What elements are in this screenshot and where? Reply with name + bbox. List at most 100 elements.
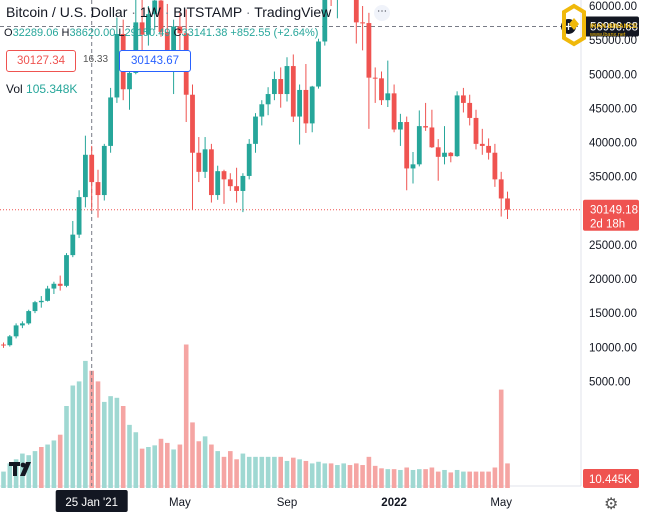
- volume-bar: [278, 456, 283, 488]
- volume-bar: [328, 463, 334, 488]
- volume-bar: [354, 463, 359, 488]
- more-options-icon[interactable]: ⋯: [374, 5, 390, 21]
- low-key: L: [118, 27, 125, 39]
- candle-body: [164, 31, 170, 65]
- candle-body: [435, 147, 441, 157]
- volume-bar: [335, 465, 340, 488]
- volume-bar: [57, 434, 63, 488]
- volume-bar: [341, 463, 346, 488]
- candle-body: [385, 93, 391, 101]
- volume-bar: [221, 456, 227, 488]
- candle-body: [114, 33, 120, 98]
- candle-body: [190, 94, 195, 153]
- tv-logo-wedge: [20, 462, 31, 476]
- volume-bar: [272, 456, 277, 488]
- y-tick-label: 10000.00: [589, 342, 637, 354]
- candle-body: [20, 323, 25, 326]
- volume-bar: [467, 471, 472, 488]
- candle-body: [448, 152, 454, 157]
- volume-bar: [234, 459, 239, 488]
- title-separator: ·: [245, 4, 251, 20]
- volume-bar: [120, 406, 126, 488]
- volume-bar: [316, 461, 321, 488]
- tv-logo-dot: [20, 462, 26, 468]
- sell-button[interactable]: 30127.34: [6, 50, 76, 72]
- volume-bar: [360, 465, 365, 488]
- volume-bar: [435, 471, 441, 488]
- volume-bar: [385, 469, 391, 488]
- volume-axis-box: [583, 469, 639, 488]
- candle-body: [70, 234, 76, 256]
- volume-bar: [442, 469, 447, 488]
- candle-body: [26, 311, 32, 324]
- volume-legend: Vol 105.348K: [6, 82, 77, 96]
- source-label: TradingView: [254, 4, 332, 20]
- volume-bar: [417, 469, 422, 488]
- candle-body: [38, 300, 44, 303]
- volume-bar: [177, 444, 183, 488]
- candle-body: [410, 164, 416, 169]
- tv-logo-stem: [13, 462, 17, 476]
- logo-url: www.ibanx.net: [589, 32, 626, 38]
- x-tick-label: May: [490, 497, 512, 509]
- volume-bar: [133, 432, 139, 488]
- volume-bar: [202, 436, 208, 488]
- candle-body: [309, 86, 315, 124]
- settings-gear-icon[interactable]: ⚙: [604, 496, 619, 513]
- volume-axis-label: 10.445K: [589, 474, 632, 486]
- volume-bar: [190, 422, 195, 488]
- candle-body: [297, 89, 302, 117]
- candle-body: [290, 66, 296, 117]
- volume-bar: [108, 396, 113, 488]
- volume-bar: [215, 451, 220, 488]
- volume-bar: [297, 459, 302, 488]
- candle-body: [51, 283, 57, 289]
- volume-bar: [83, 360, 88, 488]
- candle-body: [108, 97, 113, 146]
- tradingview-logo-icon[interactable]: [8, 459, 36, 479]
- volume-label: Vol: [6, 82, 23, 96]
- exchange-label: BITSTAMP: [173, 4, 242, 20]
- logo-diamond: [569, 18, 579, 30]
- candle-body: [391, 93, 397, 130]
- chart-title: Bitcoin / U.S. Dollar · 1W · BITSTAMP · …: [6, 4, 331, 20]
- interval-label[interactable]: 1W: [139, 4, 161, 20]
- crosshair-price-box: [583, 16, 639, 37]
- y-tick-label: 15000.00: [589, 308, 637, 320]
- volume-bar: [45, 444, 50, 488]
- volume-bar: [152, 445, 157, 488]
- candle-body: [246, 143, 252, 176]
- candle-body: [416, 126, 422, 165]
- candle-body: [240, 175, 246, 191]
- volume-bar: [102, 401, 107, 488]
- candle-body: [360, 22, 365, 24]
- candle-body: [101, 145, 107, 196]
- candle-body: [454, 95, 460, 157]
- volume-bar: [379, 468, 384, 488]
- crosshair-time-box: [55, 490, 128, 512]
- buy-button[interactable]: 30143.67: [119, 50, 191, 72]
- candle-body: [366, 23, 372, 78]
- last-price-label: 30149.18: [590, 205, 638, 217]
- candle-body: [398, 122, 403, 130]
- close-key: C: [173, 27, 182, 39]
- watermark-logo: IRAN BINANCE www.ibanx.net: [562, 3, 638, 47]
- logo-text: IRAN BINANCE: [590, 23, 638, 30]
- volume-bar: [127, 424, 132, 488]
- volume-bar: [209, 444, 214, 488]
- volume-bar: [246, 456, 252, 488]
- volume-bar: [398, 469, 403, 488]
- change-value: +852.55 (+2.64%): [230, 27, 319, 39]
- candle-body: [505, 198, 510, 210]
- volume-bar: [253, 456, 258, 488]
- candle-body: [284, 66, 290, 95]
- candle-body: [498, 179, 504, 199]
- volume-bar: [448, 472, 454, 488]
- candle-body: [322, 0, 328, 42]
- candle-body: [372, 77, 378, 79]
- candle-body: [473, 117, 479, 144]
- y-tick-label: 25000.00: [589, 240, 637, 252]
- volume-bar: [404, 467, 409, 488]
- x-tick-label: May: [169, 497, 191, 509]
